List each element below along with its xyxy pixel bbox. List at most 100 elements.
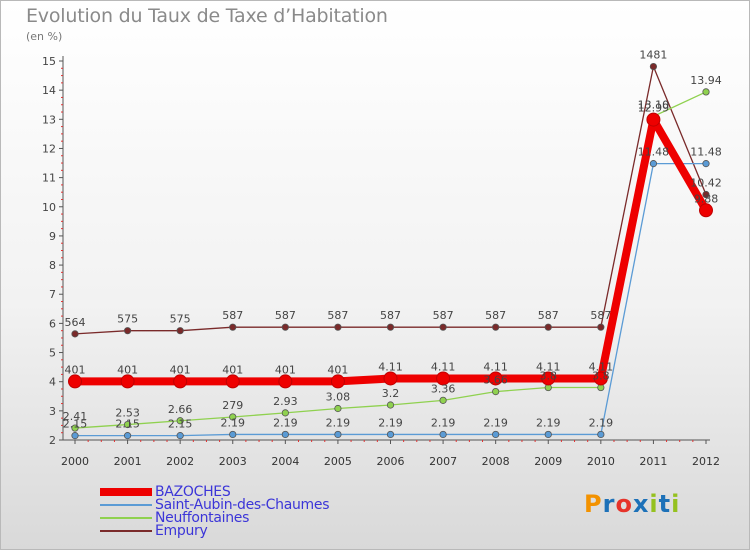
- data-point: [334, 430, 342, 439]
- data-point: [646, 112, 661, 127]
- data-label: 587: [538, 309, 559, 322]
- x-tick-label: 2007: [429, 455, 457, 468]
- x-tick-label: 2010: [587, 455, 615, 468]
- y-tick-label: 15: [42, 55, 56, 68]
- data-point: [702, 88, 710, 96]
- data-point: [488, 371, 503, 386]
- data-point: [439, 430, 447, 439]
- data-point: [649, 62, 658, 71]
- legend-label: Empury: [155, 523, 208, 539]
- x-tick-label: 2002: [166, 455, 194, 468]
- data-point: [229, 430, 237, 439]
- data-label: 2.19: [273, 416, 298, 429]
- legend-swatch: [100, 488, 152, 496]
- y-tick-label: 3: [49, 405, 56, 418]
- data-point: [120, 374, 135, 389]
- y-tick-label: 11: [42, 172, 56, 185]
- legend-label: BAZOCHES: [155, 484, 231, 500]
- data-label: 587: [590, 309, 611, 322]
- data-point: [439, 396, 447, 404]
- data-point: [68, 374, 82, 389]
- y-tick-label: 6: [49, 317, 56, 330]
- data-point: [541, 371, 556, 386]
- chart-series: [68, 62, 713, 440]
- data-label: 575: [117, 313, 138, 326]
- data-point: [229, 413, 237, 421]
- x-tick-label: 2004: [271, 455, 299, 468]
- data-label: 587: [327, 309, 348, 322]
- y-tick-label: 10: [42, 201, 56, 214]
- y-tick-label: 2: [49, 434, 56, 447]
- y-tick-label: 14: [42, 84, 56, 97]
- data-point: [334, 404, 342, 413]
- x-tick-label: 2012: [692, 455, 720, 468]
- data-point: [123, 432, 132, 440]
- data-label: 2.41: [63, 410, 88, 423]
- data-label: 575: [170, 313, 191, 326]
- data-label: 2.19: [536, 416, 561, 429]
- x-tick-label: 2009: [534, 455, 562, 468]
- data-point: [544, 323, 552, 331]
- data-point: [597, 323, 605, 331]
- data-point: [123, 420, 132, 429]
- data-label: 401: [327, 363, 348, 376]
- data-label: 587: [485, 309, 506, 322]
- chart-data-labels: 401 401 401 401 401 401 4.11 4.11 4.11 4.11 4.11 12…: [63, 49, 722, 431]
- data-point: [702, 160, 710, 168]
- data-label: 3.8: [540, 370, 558, 383]
- legend-item: Neuffontaines: [100, 511, 360, 525]
- data-label: 279: [222, 399, 243, 412]
- data-label: 4.11: [536, 360, 561, 373]
- data-point: [439, 323, 447, 331]
- chart-title: Evolution du Taux de Taxe d’Habitation: [26, 5, 388, 27]
- data-point: [436, 371, 451, 386]
- data-label: 3.8: [592, 370, 610, 383]
- data-point: [71, 330, 79, 338]
- data-point: [386, 323, 395, 331]
- legend-swatch: [100, 504, 152, 506]
- x-tick-label: 2006: [377, 455, 405, 468]
- data-label: 12.99: [638, 102, 670, 115]
- data-label: 4.11: [589, 360, 614, 373]
- data-label: 587: [433, 309, 454, 322]
- data-point: [702, 190, 710, 199]
- data-label: 9.88: [694, 192, 719, 205]
- data-label: 401: [117, 363, 138, 376]
- data-point: [176, 327, 184, 335]
- data-label: 2.19: [378, 416, 403, 429]
- data-label: 3.66: [483, 374, 508, 387]
- legend-item: Saint-Aubin-des-Chaumes: [100, 498, 360, 512]
- data-point: [334, 323, 342, 331]
- data-point: [71, 432, 79, 440]
- data-label: 401: [170, 363, 191, 376]
- legend-swatch: [100, 517, 152, 519]
- data-label: 4.11: [378, 360, 403, 373]
- y-tick-label: 5: [49, 347, 56, 360]
- chart-axes: 2 3 4 5 6 7 8 9 10 11 12 13 14 15 2000 2001 2002 2003 2004…: [42, 55, 720, 468]
- data-point: [71, 424, 79, 432]
- data-label: 11.48: [690, 146, 722, 159]
- data-label: 587: [380, 309, 401, 322]
- data-point: [383, 371, 398, 386]
- data-point: [176, 432, 184, 440]
- legend-item: BAZOCHES: [100, 485, 360, 499]
- data-point: [492, 388, 500, 396]
- data-label: 564: [65, 316, 86, 329]
- series-line: [74, 65, 707, 335]
- data-label: 1481: [639, 49, 667, 62]
- data-point: [281, 430, 289, 439]
- data-label: 2.15: [63, 418, 88, 431]
- data-point: [330, 374, 345, 389]
- data-label: 401: [65, 363, 86, 376]
- x-tick-label: 2011: [639, 455, 667, 468]
- data-label: 2.66: [168, 403, 193, 416]
- series-empury: [71, 62, 710, 338]
- y-tick-label: 12: [42, 142, 56, 155]
- y-tick-label: 4: [49, 376, 56, 389]
- x-tick-label: 2005: [324, 455, 352, 468]
- data-label: 587: [275, 309, 296, 322]
- x-tick-label: 2001: [114, 455, 142, 468]
- data-point: [229, 323, 237, 331]
- data-label: 4.11: [483, 360, 508, 373]
- data-point: [492, 430, 500, 439]
